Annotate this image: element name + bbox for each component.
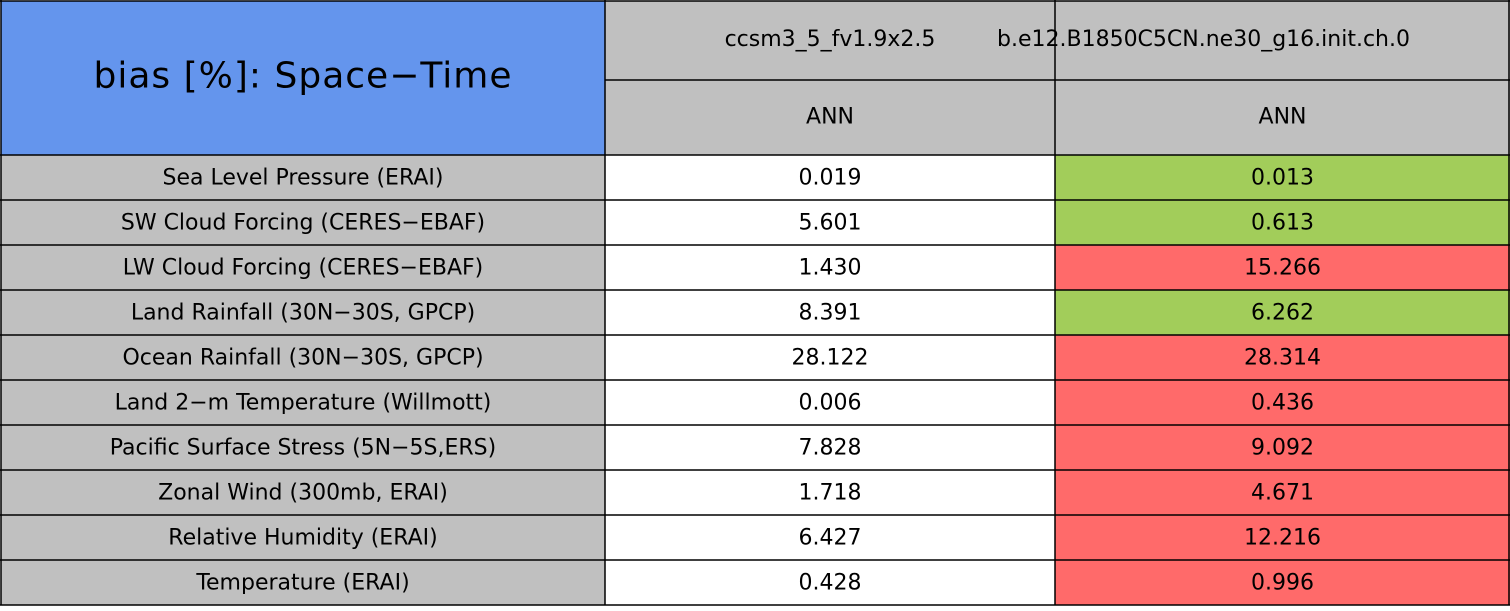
row-label: Land 2−m Temperature (Willmott) xyxy=(115,391,492,416)
value-cell xyxy=(605,560,1055,605)
value-cell xyxy=(605,245,1055,290)
value: 6.262 xyxy=(1251,301,1314,326)
value-cell xyxy=(1055,425,1510,470)
row-label: LW Cloud Forcing (CERES−EBAF) xyxy=(123,256,484,281)
value: 0.013 xyxy=(1251,166,1314,191)
value-cell xyxy=(1055,245,1510,290)
row-label: Ocean Rainfall (30N−30S, GPCP) xyxy=(122,346,483,371)
column-period: ANN xyxy=(806,105,854,130)
value-cell xyxy=(1055,380,1510,425)
value: 0.436 xyxy=(1251,391,1314,416)
row-label-cell xyxy=(1,380,605,425)
value-cell xyxy=(1055,155,1510,200)
row-label: Land Rainfall (30N−30S, GPCP) xyxy=(131,301,475,326)
value-cell xyxy=(1055,560,1510,605)
title: bias [%]: Space−Time xyxy=(94,56,513,97)
value-cell xyxy=(605,290,1055,335)
value-cell xyxy=(1055,335,1510,380)
value: 7.828 xyxy=(799,436,862,461)
value-cell xyxy=(1055,515,1510,560)
value: 0.019 xyxy=(799,166,862,191)
value: 0.006 xyxy=(799,391,862,416)
row-label: Zonal Wind (300mb, ERAI) xyxy=(158,481,448,506)
value: 28.314 xyxy=(1244,346,1321,371)
value-cell xyxy=(1055,470,1510,515)
value-cell xyxy=(605,470,1055,515)
value: 1.718 xyxy=(799,481,862,506)
value-cell xyxy=(1055,200,1510,245)
row-label: Pacific Surface Stress (5N−5S,ERS) xyxy=(110,436,496,461)
header-cell xyxy=(605,1,1510,155)
value-cell xyxy=(605,425,1055,470)
value-cell xyxy=(605,335,1055,380)
value: 5.601 xyxy=(799,211,862,236)
value: 0.613 xyxy=(1251,211,1314,236)
value-cell xyxy=(605,200,1055,245)
row-label-cell xyxy=(1,155,605,200)
row-label: Sea Level Pressure (ERAI) xyxy=(163,166,444,191)
row-label: Temperature (ERAI) xyxy=(195,571,409,596)
row-label-cell xyxy=(1,245,605,290)
value: 0.428 xyxy=(799,571,862,596)
value-cell xyxy=(605,380,1055,425)
column-name: ccsm3_5_fv1.9x2.5 xyxy=(725,27,936,52)
row-label-cell xyxy=(1,335,605,380)
value: 8.391 xyxy=(799,301,862,326)
value-cell xyxy=(605,155,1055,200)
value: 6.427 xyxy=(799,526,862,551)
value: 15.266 xyxy=(1244,256,1321,281)
value: 28.122 xyxy=(792,346,869,371)
column-name: b.e12.B1850C5CN.ne30_g16.init.ch.0 xyxy=(997,27,1410,52)
row-label: SW Cloud Forcing (CERES−EBAF) xyxy=(121,211,485,236)
value: 9.092 xyxy=(1251,436,1314,461)
value-cell xyxy=(1055,290,1510,335)
value: 4.671 xyxy=(1251,481,1314,506)
row-label: Relative Humidity (ERAI) xyxy=(168,526,437,551)
row-label-cell xyxy=(1,515,605,560)
row-label-cell xyxy=(1,200,605,245)
value: 1.430 xyxy=(799,256,862,281)
row-label-cell xyxy=(1,470,605,515)
row-label-cell xyxy=(1,290,605,335)
row-label-cell xyxy=(1,425,605,470)
value-cell xyxy=(605,515,1055,560)
column-period: ANN xyxy=(1259,105,1307,130)
value: 0.996 xyxy=(1251,571,1314,596)
title-cell xyxy=(1,1,605,155)
value: 12.216 xyxy=(1244,526,1321,551)
row-label-cell xyxy=(1,560,605,605)
